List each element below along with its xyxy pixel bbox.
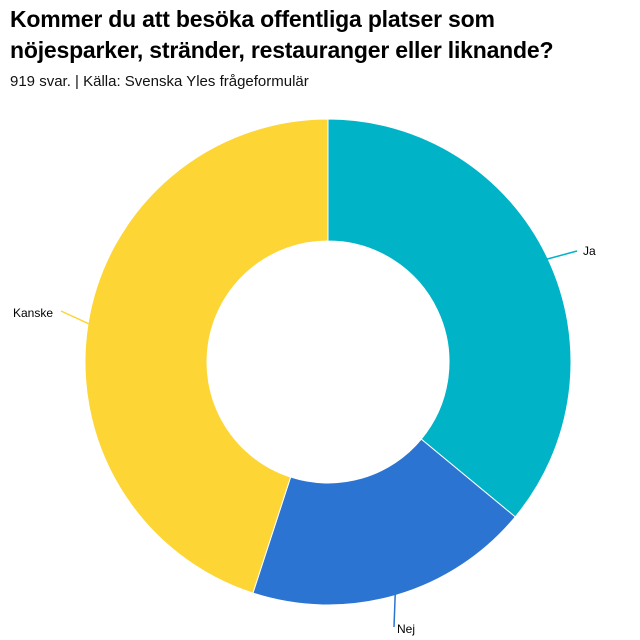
slice-nej[interactable] bbox=[252, 438, 516, 606]
slice-label-kanske: Kanske bbox=[13, 306, 53, 320]
slice-labels: Ja Nej Kanske bbox=[13, 244, 596, 636]
slice-label-nej: Nej bbox=[397, 622, 415, 636]
leader-line-nej bbox=[393, 593, 396, 628]
slice-label-ja: Ja bbox=[583, 244, 596, 258]
slice-kanske[interactable] bbox=[84, 118, 329, 594]
chart-title: Kommer du att besöka offentliga platser … bbox=[10, 6, 554, 63]
leader-lines bbox=[60, 250, 578, 628]
donut-slices bbox=[84, 118, 572, 606]
leader-line-kanske bbox=[60, 310, 91, 325]
slice-ja[interactable] bbox=[327, 118, 572, 518]
chart-subtitle: 919 svar. | Källa: Svenska Yles frågefor… bbox=[10, 73, 309, 90]
leader-line-ja bbox=[545, 250, 578, 261]
